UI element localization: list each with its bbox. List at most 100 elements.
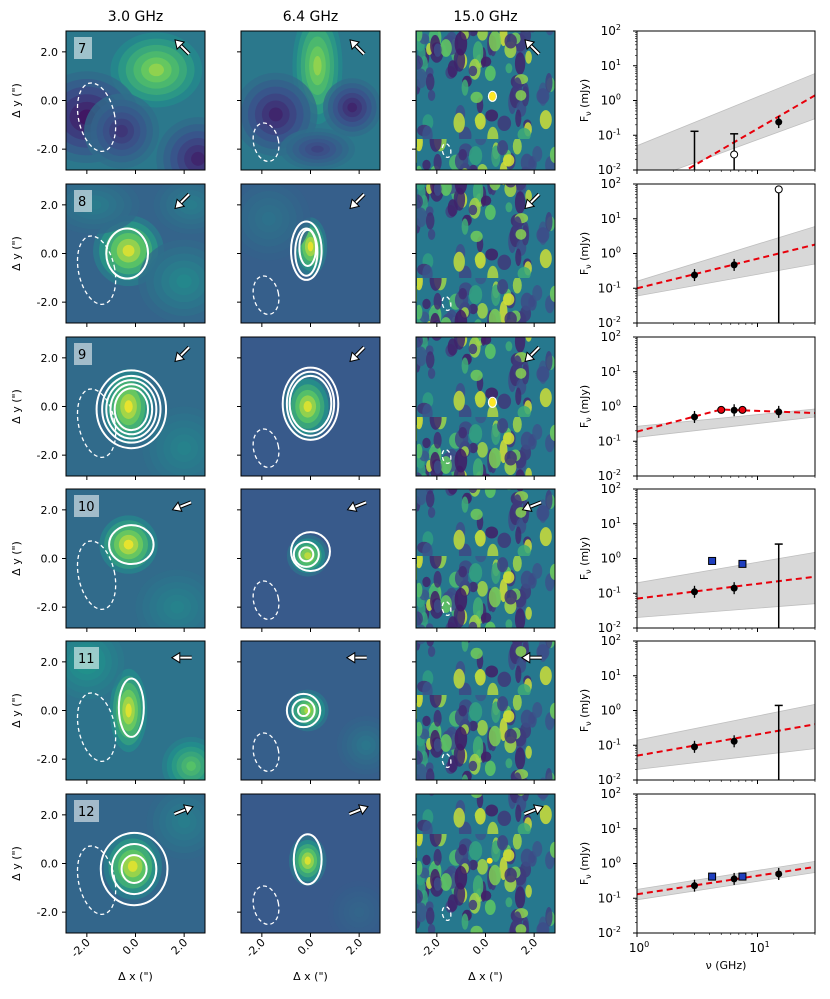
map-xtick-label: 0.0: [295, 936, 317, 958]
sed-ylabel-part: (mJy): [578, 689, 591, 722]
uncertainty-band: [637, 408, 815, 438]
sed-point-red: [738, 405, 747, 414]
map-ytick-label: -2.0: [37, 906, 58, 919]
direction-arrow-head: [524, 39, 536, 51]
beam-ellipse: [76, 692, 117, 763]
sed-ytick-label-base: 10: [598, 469, 613, 483]
sed-point: [690, 743, 698, 751]
sed-ytick-label-base: 10: [601, 482, 616, 496]
beam-ellipse: [441, 601, 452, 617]
source-label: 8: [78, 195, 86, 210]
direction-arrow-head: [521, 501, 533, 513]
beam-ellipse: [252, 428, 280, 469]
beam-ellipse: [252, 122, 280, 163]
source-label: 10: [78, 500, 95, 515]
source-label-box: [74, 37, 92, 59]
sed-ytick-label-exp: 1: [616, 668, 621, 677]
sed-ytick-label-base: 10: [601, 787, 616, 801]
sed-ytick-label-base: 10: [601, 634, 616, 648]
map-contour: [105, 227, 150, 280]
sed-ylabel-part: (mJy): [578, 842, 591, 875]
map-xlabel: Δ x ("): [118, 970, 153, 983]
map-ytick-label: 0.0: [41, 401, 59, 414]
sed-ytick-label-base: 10: [598, 128, 613, 142]
sed-point: [690, 413, 698, 421]
sed-ytick-label-exp: -1: [613, 585, 621, 594]
sed-ytick-label-exp: -2: [613, 620, 621, 629]
sed-ylabel-part: F: [578, 574, 591, 580]
map-ytick-label: 2.0: [41, 504, 59, 517]
beam-ellipse: [76, 235, 117, 306]
sed-point: [730, 261, 738, 269]
sed-ytick-label-exp: 2: [616, 329, 621, 338]
column-titles: 3.0 GHz 6.4 GHz 15.0 GHz: [108, 9, 518, 25]
map-image: [416, 337, 555, 476]
sed-ytick-label: 10-2: [598, 162, 621, 177]
map-contour: [285, 370, 336, 437]
map-noise: [416, 794, 555, 933]
sed-plot-area: [637, 703, 815, 780]
direction-arrow-head: [182, 804, 194, 816]
map-emission: [170, 600, 185, 614]
sed-ytick-label-exp: 0: [616, 246, 621, 255]
sed-ytick-label-base: 10: [598, 586, 613, 600]
sed-ytick-label-exp: 0: [616, 399, 621, 408]
column-title-3: 15.0 GHz: [453, 9, 517, 25]
map-noise: [416, 184, 555, 323]
map-ytick-label: 2.0: [41, 199, 59, 212]
sed-ytick-label: 101: [601, 668, 621, 683]
map-contour: [296, 703, 311, 718]
map-ylabel: Δ y ("): [10, 541, 23, 576]
map-emission: [184, 199, 198, 210]
sed-ytick-label-exp: -1: [613, 890, 621, 899]
map-ytick-label: 0.0: [41, 705, 59, 718]
sed-point: [775, 870, 783, 878]
sed-ytick-label: 101: [601, 58, 621, 73]
sed-ylabel-part: F: [578, 269, 591, 275]
map-emission: [177, 815, 191, 829]
sed-ytick-label-base: 10: [601, 24, 616, 38]
sed-ylabel-part: F: [578, 879, 591, 885]
map-xtick-label: 2.0: [519, 936, 541, 958]
source-label-box: [74, 647, 99, 669]
map-ytick-label: -2.0: [37, 753, 58, 766]
sed-plot-area: [637, 860, 815, 901]
sed-ytick-label-exp: 1: [616, 58, 621, 67]
sed-ytick-label-exp: -2: [613, 925, 621, 934]
sed-ytick-label-base: 10: [601, 822, 616, 836]
beam-ellipse: [76, 388, 117, 459]
source-label: 12: [78, 805, 95, 820]
direction-arrow-head: [349, 351, 361, 363]
source-label: 11: [78, 652, 95, 667]
sed-ytick-label-exp: 2: [616, 481, 621, 490]
direction-arrow-head: [170, 651, 181, 664]
sed-ytick-label-base: 10: [598, 738, 613, 752]
sed-point: [775, 408, 783, 416]
map-contour: [294, 227, 319, 277]
map-image: [66, 31, 205, 170]
sed-ylabel: Fν (mJy): [578, 537, 593, 580]
sed-ytick-label-exp: 2: [616, 786, 621, 795]
map-ytick-label: 0.0: [41, 248, 59, 261]
direction-arrow-head: [524, 351, 536, 363]
map-image: [241, 641, 380, 780]
map-panel-r6-c3: [412, 793, 556, 937]
column-title-2: 6.4 GHz: [283, 9, 338, 25]
sed-ytick-label: 100: [601, 399, 621, 414]
map-contour: [487, 396, 498, 408]
direction-arrow-head: [174, 39, 186, 51]
sed-point: [730, 875, 738, 883]
sed-xtick-label-exp: 0: [644, 940, 649, 949]
map-ytick-label: -2.0: [37, 296, 58, 309]
sed-ytick-label: 10-1: [598, 433, 621, 448]
sed-ytick-label: 10-2: [598, 925, 621, 940]
map-emission: [303, 400, 312, 413]
sed-xlabel: ν (GHz): [706, 959, 747, 972]
sed-ytick-label-exp: 0: [616, 703, 621, 712]
map-image: [416, 31, 555, 170]
map-xlabel: Δ x ("): [293, 970, 328, 983]
sed-xtick-label-base: 10: [629, 941, 644, 955]
map-peak: [488, 91, 496, 101]
